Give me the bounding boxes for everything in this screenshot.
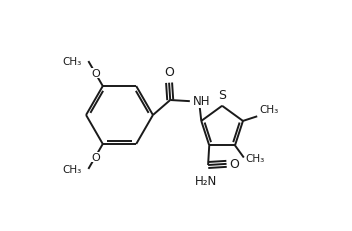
Text: CH₃: CH₃ xyxy=(259,105,278,115)
Text: CH₃: CH₃ xyxy=(62,164,81,174)
Text: O: O xyxy=(91,69,100,79)
Text: O: O xyxy=(164,65,174,78)
Text: O: O xyxy=(229,158,239,171)
Text: NH: NH xyxy=(193,94,210,107)
Text: H₂N: H₂N xyxy=(195,174,217,187)
Text: CH₃: CH₃ xyxy=(62,57,81,67)
Text: S: S xyxy=(219,88,227,101)
Text: CH₃: CH₃ xyxy=(246,153,265,163)
Text: O: O xyxy=(91,152,100,162)
